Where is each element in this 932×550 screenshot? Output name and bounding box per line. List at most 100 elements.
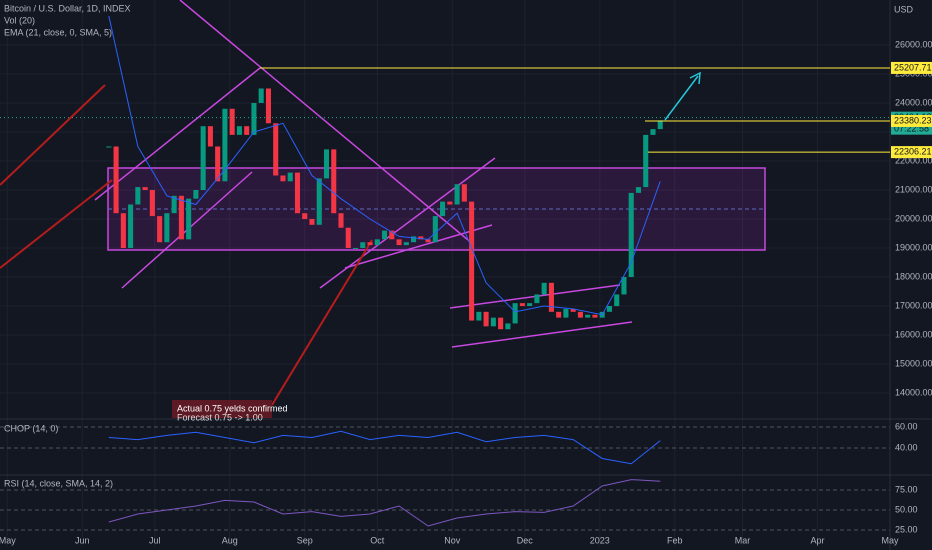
candle: [193, 190, 199, 199]
countdown-tag: [891, 123, 932, 135]
candle: [171, 195, 177, 214]
candle: [606, 306, 612, 312]
indicator-line: [108, 479, 661, 527]
candle: [345, 227, 351, 249]
candle: [309, 219, 315, 225]
candle: [113, 146, 119, 214]
x-tick-label: Nov: [444, 535, 461, 545]
candle: [128, 204, 134, 249]
x-tick-label: Jun: [75, 535, 90, 545]
candle: [592, 314, 598, 318]
candle: [338, 213, 344, 228]
y-tick-label: 50.00: [895, 504, 918, 514]
candle: [287, 172, 293, 182]
x-tick-label: 2023: [590, 535, 610, 545]
candle: [294, 172, 301, 214]
price-tag: [891, 61, 932, 74]
trend-line: [94, 67, 261, 201]
plot-area: [106, 15, 663, 330]
candle: [186, 198, 192, 240]
candle: [512, 303, 518, 324]
candle: [585, 314, 591, 318]
candle: [381, 230, 388, 240]
candle: [643, 134, 649, 188]
candle: [265, 88, 271, 124]
red-line: [271, 239, 373, 406]
candle: [178, 195, 184, 240]
candle: [222, 108, 228, 182]
candle: [331, 149, 337, 214]
candle: [374, 239, 380, 246]
y-tick-label: 17000.00: [895, 300, 932, 310]
candle: [454, 184, 460, 205]
candle: [570, 308, 576, 312]
indicator-line: [108, 430, 661, 465]
ema-line: [108, 15, 661, 316]
candle: [389, 230, 395, 240]
candle: [425, 239, 431, 243]
candle: [577, 311, 583, 318]
y-tick-label: 75.00: [895, 484, 918, 494]
candle: [215, 146, 221, 182]
candle: [498, 317, 504, 330]
candle: [403, 242, 409, 246]
x-tick-label: Sep: [297, 535, 313, 545]
candle: [650, 129, 656, 135]
candle: [236, 126, 242, 135]
candle: [527, 303, 533, 307]
candle: [367, 242, 373, 246]
candle: [418, 236, 424, 240]
candle: [207, 126, 213, 147]
x-tick-label: Jul: [149, 535, 161, 545]
candle: [614, 294, 620, 307]
candle: [164, 213, 170, 243]
candle: [469, 201, 475, 321]
plot-area: [108, 479, 661, 527]
y-tick-label: 14000.00: [895, 387, 932, 397]
y-tick-label: 18000.00: [895, 271, 932, 281]
candle: [352, 248, 359, 250]
red-line: [0, 84, 106, 186]
annotation: Actual 0.75 yelds confirmed: [177, 403, 288, 413]
candle: [505, 323, 511, 330]
candle: [316, 178, 322, 225]
candle: [534, 294, 540, 304]
candle: [142, 187, 148, 190]
annotation-box: [172, 400, 272, 418]
arrow: [664, 75, 699, 121]
axis-unit: USD: [894, 4, 914, 14]
candle: [244, 126, 250, 135]
plot-area: [108, 430, 661, 465]
candle: [432, 216, 438, 243]
y-tick-label: 40.00: [895, 442, 918, 452]
panel-title: CHOP (14, 0): [4, 423, 58, 433]
trend-line: [344, 224, 493, 269]
candle: [411, 236, 417, 243]
x-tick-label: Apr: [810, 535, 824, 545]
candle: [447, 201, 453, 205]
price-tag-label: 22306.21: [894, 146, 932, 156]
candle: [106, 146, 112, 148]
y-tick-label: 15000.00: [895, 358, 932, 368]
countdown: 07:22:58: [894, 124, 929, 134]
candle: [476, 311, 482, 321]
candle: [280, 175, 286, 182]
candle: [251, 102, 257, 135]
y-tick-label: 16000.00: [895, 329, 932, 339]
candle: [556, 311, 562, 318]
panel-title: RSI (14, close, SMA, 14, 2): [4, 478, 113, 488]
candle: [135, 187, 141, 205]
candle: [657, 120, 663, 130]
x-tick-label: Aug: [222, 535, 238, 545]
candle: [360, 242, 366, 249]
candle: [563, 308, 569, 318]
x-tick-label: Mar: [735, 535, 751, 545]
y-tick-label: 22000.00: [895, 155, 932, 165]
x-tick-label: May: [0, 535, 16, 545]
candle: [440, 201, 446, 217]
x-tick-label: Feb: [667, 535, 683, 545]
candle: [483, 311, 489, 327]
